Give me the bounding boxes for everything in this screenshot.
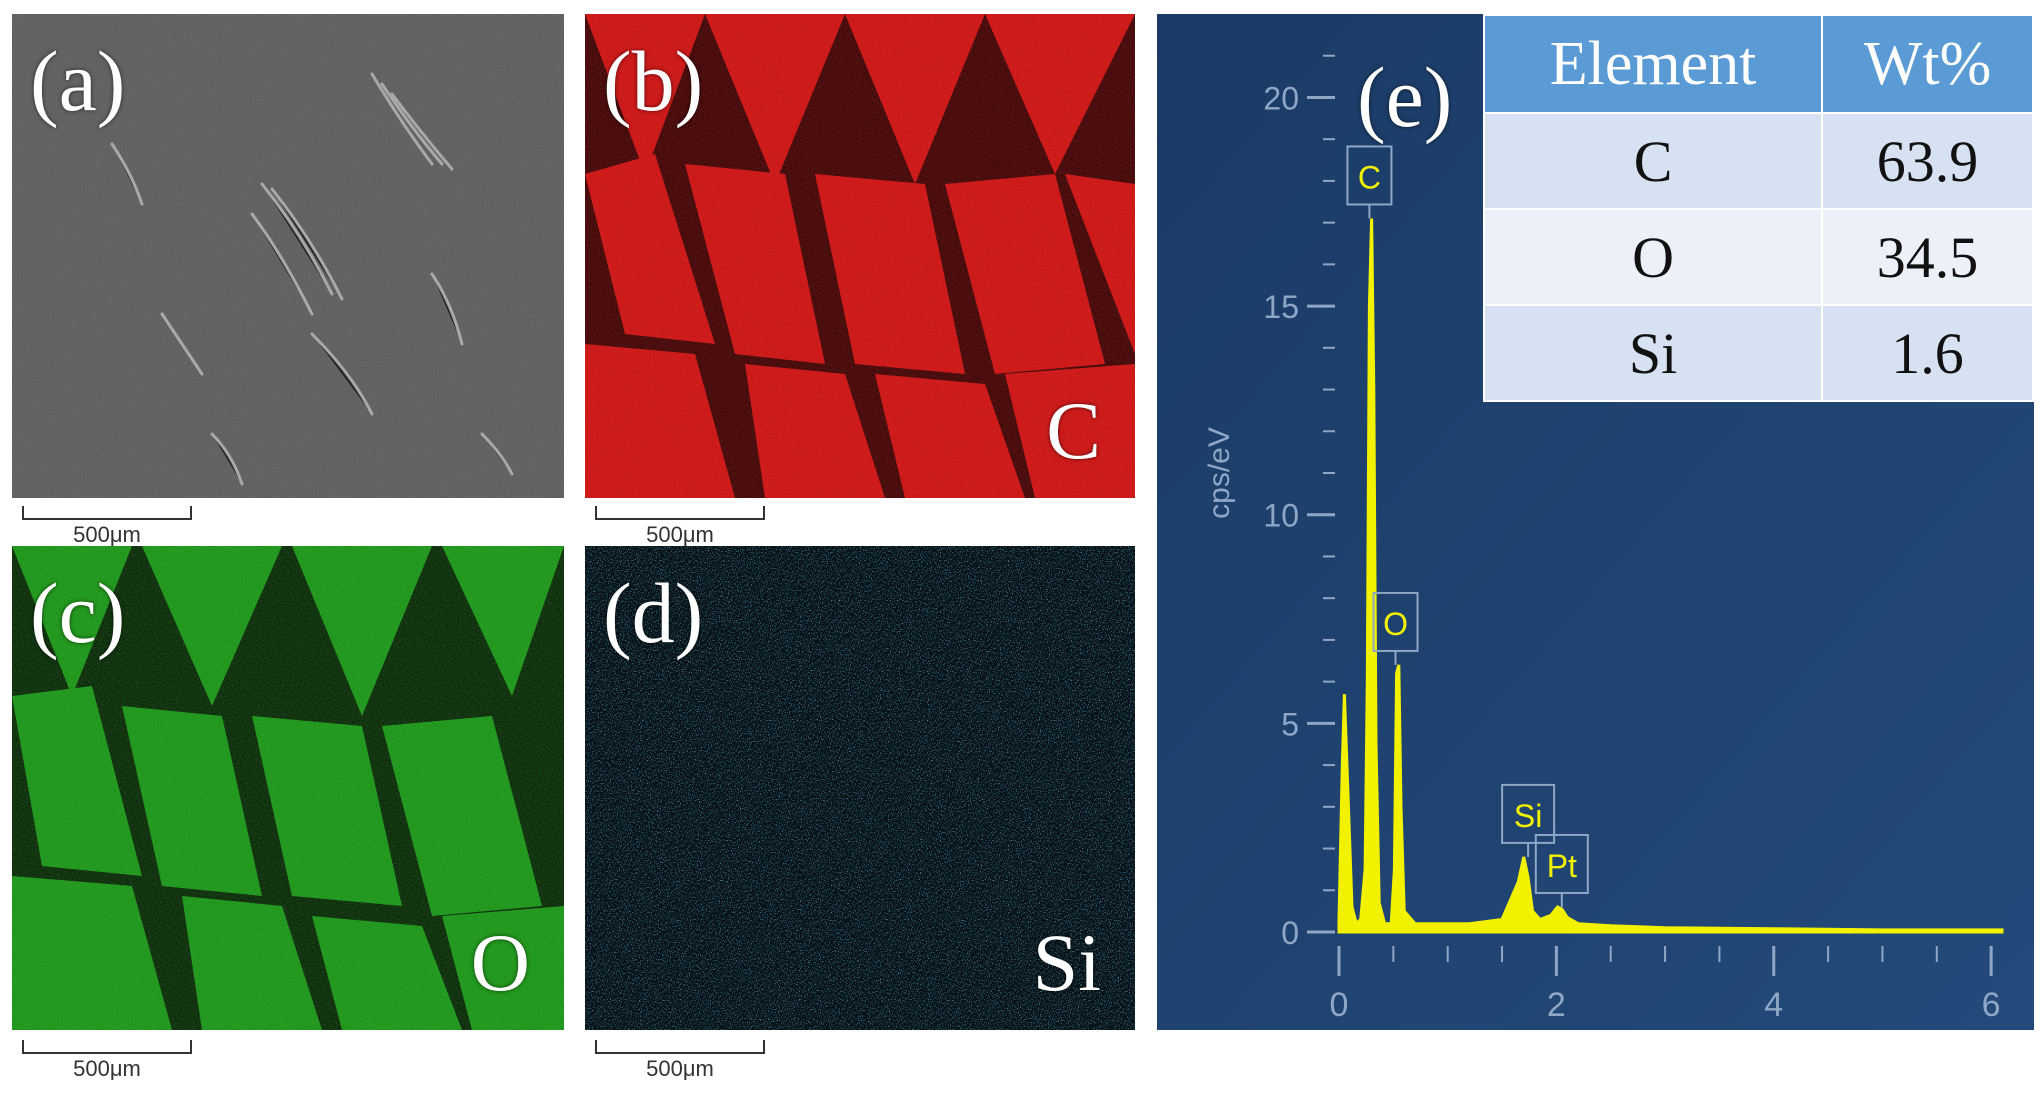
table-header-element: Element [1482, 14, 1824, 114]
scale-bar-label: 500μm [646, 1056, 714, 1081]
chart-series [1337, 218, 2004, 934]
panel-label-d: (d) [603, 565, 704, 661]
table-cell-wt: 63.9 [1821, 112, 2034, 210]
eds-spectrum-panel: 0 5 10 15 20 0 2 4 6 cps/eV C O Si Pt (e) Element Wt… [1157, 14, 2034, 1030]
y-axis-label: cps/eV [1203, 427, 1236, 519]
table-cell-wt: 1.6 [1821, 304, 2034, 402]
panel-label-e: (e) [1357, 49, 1453, 145]
panel-label-a: (a) [30, 33, 126, 129]
oxygen-map-texture [12, 546, 564, 1030]
panel-label-c: (c) [30, 565, 126, 661]
peak-label-text: Pt [1547, 848, 1577, 884]
silicon-map-texture [585, 546, 1135, 1030]
carbon-map-panel: (b) C [585, 14, 1135, 498]
x-tick-label: 4 [1764, 986, 1783, 1024]
table-row: Si 1.6 [1482, 304, 2034, 402]
panel-label-b: (b) [603, 33, 704, 129]
x-tick-label: 0 [1330, 986, 1349, 1024]
peak-label-text: Si [1514, 798, 1542, 834]
y-tick-label: 0 [1281, 915, 1299, 951]
element-label-silicon: Si [1032, 917, 1101, 1008]
table-cell-wt: 34.5 [1821, 208, 2034, 306]
table-cell-element: Si [1482, 304, 1824, 402]
table-row: O 34.5 [1482, 208, 2034, 306]
x-tick-label: 6 [1982, 986, 2001, 1024]
table-cell-element: C [1482, 112, 1824, 210]
peak-label: O [1372, 591, 1419, 665]
y-tick-label: 5 [1281, 706, 1299, 742]
table-header-wt: Wt% [1821, 14, 2034, 114]
carbon-map-texture [585, 14, 1135, 498]
peak-label: Si [1501, 783, 1556, 857]
spectrum-series [1337, 218, 2004, 934]
sem-image-panel: (a) [12, 14, 564, 498]
scale-bar-label: 500μm [73, 1056, 141, 1081]
element-label-carbon: C [1046, 385, 1101, 476]
y-tick-label: 20 [1263, 80, 1299, 116]
oxygen-map-panel: (c) O [12, 546, 564, 1030]
x-tick-label: 2 [1547, 986, 1566, 1024]
peak-label: Pt [1534, 833, 1589, 907]
peak-label-text: O [1383, 606, 1408, 642]
peak-label: C [1346, 145, 1393, 219]
scale-bar-label: 500μm [73, 522, 141, 547]
table-cell-element: O [1482, 208, 1824, 306]
element-label-oxygen: O [470, 917, 530, 1008]
table-row: C 63.9 [1482, 112, 2034, 210]
sem-texture [12, 14, 564, 498]
y-tick-label: 15 [1263, 289, 1299, 325]
peak-label-text: C [1358, 159, 1381, 195]
element-wt-table: Element Wt% C 63.9 O 34.5 Si 1.6 [1482, 14, 2034, 402]
scale-bar-label: 500μm [646, 522, 714, 547]
silicon-map-panel: (d) Si [585, 546, 1135, 1030]
y-tick-label: 10 [1263, 498, 1299, 534]
chart-axes: 0 5 10 15 20 0 2 4 6 cps/eV [1203, 54, 2001, 1024]
